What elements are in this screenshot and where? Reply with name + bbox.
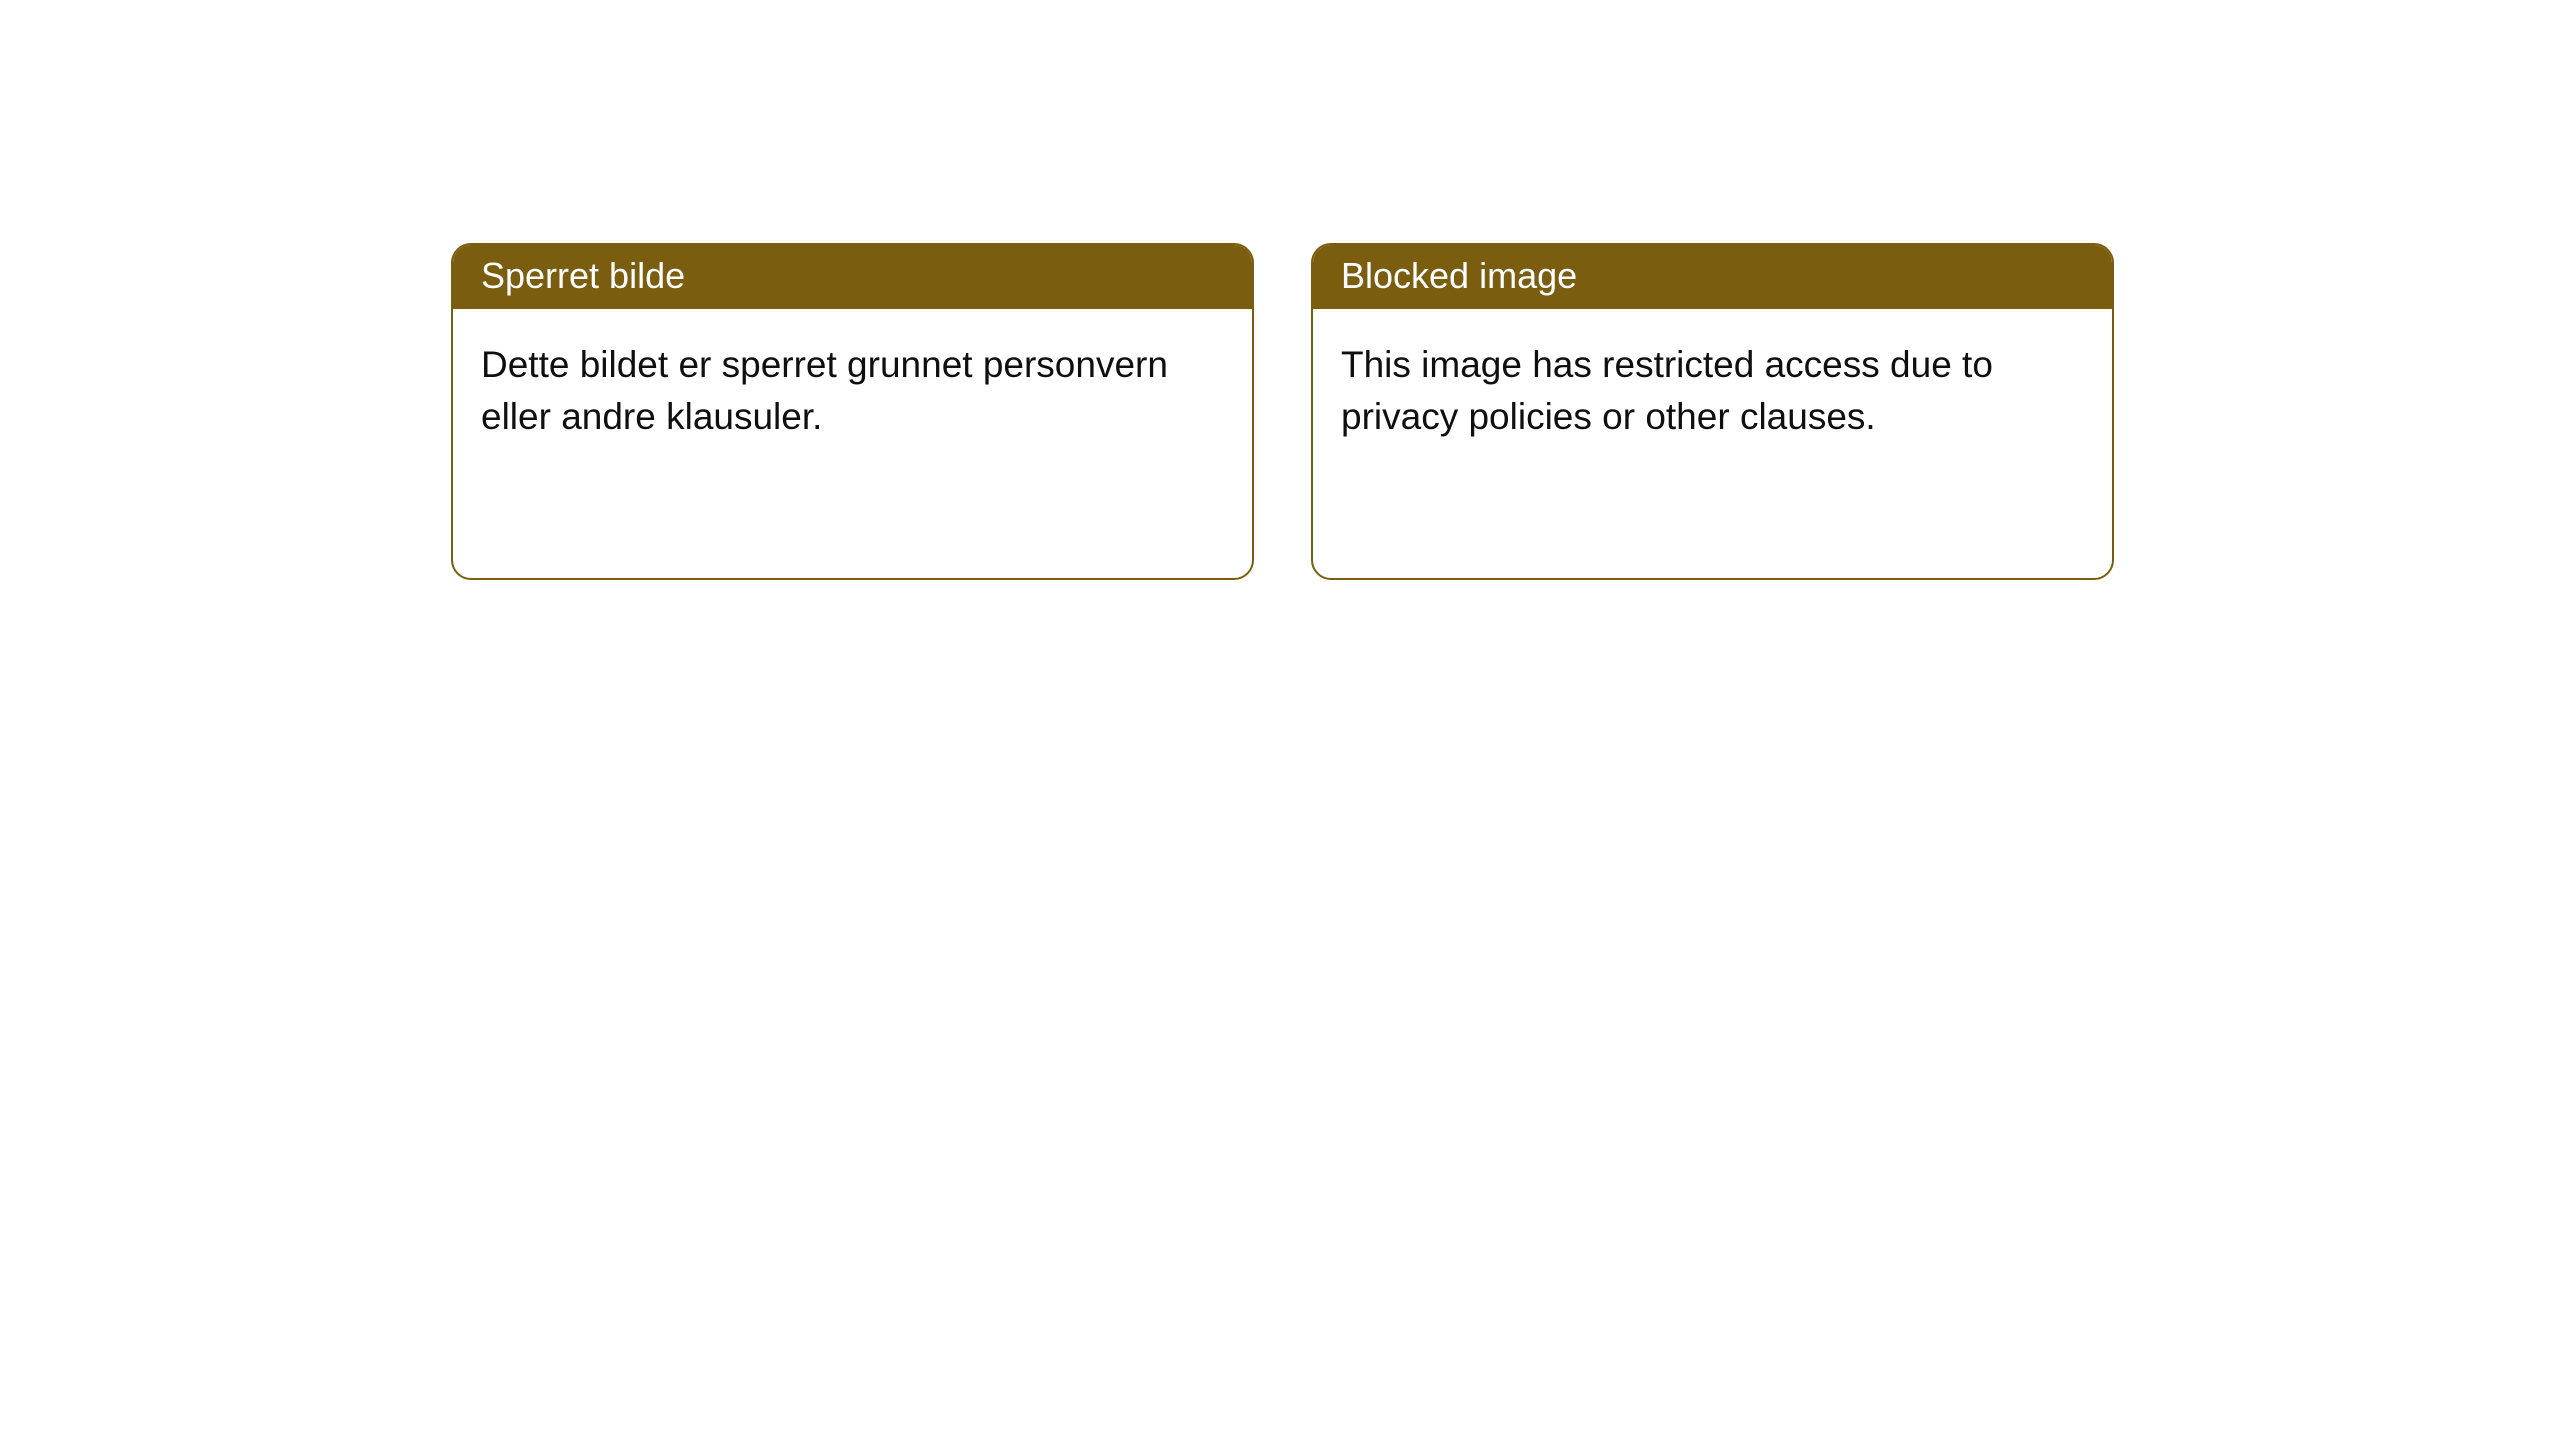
notice-header: Sperret bilde — [453, 245, 1252, 309]
notice-card-norwegian: Sperret bilde Dette bildet er sperret gr… — [451, 243, 1254, 580]
notice-header: Blocked image — [1313, 245, 2112, 309]
notice-body: This image has restricted access due to … — [1313, 309, 2112, 473]
notice-container: Sperret bilde Dette bildet er sperret gr… — [451, 243, 2114, 580]
notice-card-english: Blocked image This image has restricted … — [1311, 243, 2114, 580]
notice-body: Dette bildet er sperret grunnet personve… — [453, 309, 1252, 473]
